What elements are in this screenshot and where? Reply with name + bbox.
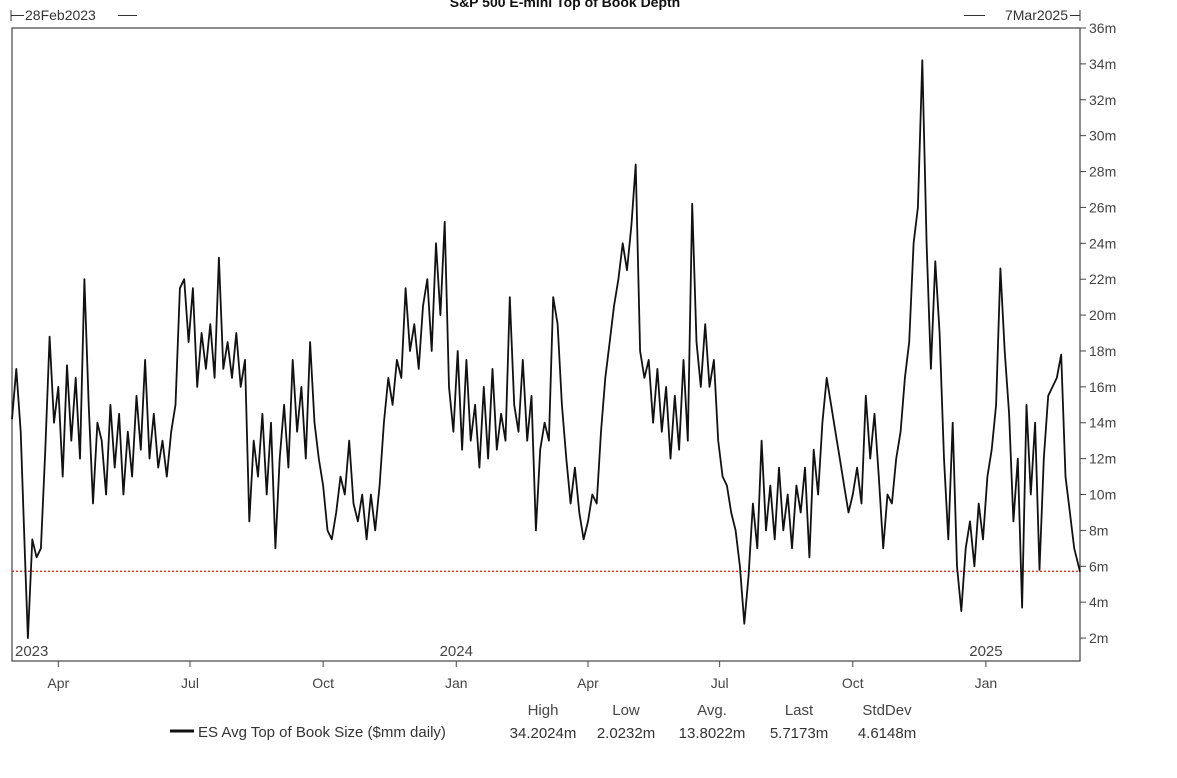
x-tick-label: Oct xyxy=(312,675,334,691)
y-tick-label: 6m xyxy=(1089,558,1108,574)
stat-value: 13.8022m xyxy=(679,725,746,742)
y-tick-label: 26m xyxy=(1089,199,1116,215)
y-tick-label: 30m xyxy=(1089,128,1116,144)
stat-header: High xyxy=(528,702,559,719)
stats-table: High 34.2024m Low 2.0232m Avg. 13.8022m Last 5.… xyxy=(510,702,917,742)
x-tick-label: Apr xyxy=(577,675,599,691)
x-tick-label: Apr xyxy=(47,675,69,691)
y-tick-label: 36m xyxy=(1089,20,1116,36)
y-tick-label: 24m xyxy=(1089,235,1116,251)
y-tick-label: 32m xyxy=(1089,92,1116,108)
range-end-marker: 7Mar2025 xyxy=(964,7,1081,23)
plot-area xyxy=(11,27,1081,662)
chart-title: S&P 500 E-mini Top of Book Depth xyxy=(450,0,681,10)
x-tick-label: Jul xyxy=(181,675,199,691)
y-tick-label: 22m xyxy=(1089,271,1116,287)
y-tick-label: 8m xyxy=(1089,522,1108,538)
stat-header: StdDev xyxy=(862,702,912,719)
stat-header: Last xyxy=(785,702,814,719)
stat-value: 5.7173m xyxy=(770,725,828,742)
x-tick-label: Jan xyxy=(975,675,998,691)
legend: ES Avg Top of Book Size ($mm daily) xyxy=(170,724,446,741)
year-label: 2025 xyxy=(969,643,1002,660)
y-tick-label: 12m xyxy=(1089,451,1116,467)
y-tick-label: 20m xyxy=(1089,307,1116,323)
y-tick-label: 28m xyxy=(1089,164,1116,180)
y-tick-label: 34m xyxy=(1089,56,1116,72)
year-label: 2024 xyxy=(440,643,473,660)
x-tick-label: Oct xyxy=(842,675,864,691)
range-start-label: 28Feb2023 xyxy=(25,7,96,23)
y-tick-label: 4m xyxy=(1089,594,1108,610)
y-tick-label: 2m xyxy=(1089,630,1108,646)
stat-value: 2.0232m xyxy=(597,725,655,742)
stat-value: 34.2024m xyxy=(510,725,577,742)
y-tick-label: 16m xyxy=(1089,379,1116,395)
series-line-0 xyxy=(11,59,1081,639)
legend-label: ES Avg Top of Book Size ($mm daily) xyxy=(198,724,446,741)
stat-header: Avg. xyxy=(697,702,727,719)
y-tick-label: 14m xyxy=(1089,415,1116,431)
x-tick-label: Jul xyxy=(711,675,729,691)
range-end-label: 7Mar2025 xyxy=(1005,7,1068,23)
y-tick-label: 18m xyxy=(1089,343,1116,359)
range-start-marker: 28Feb2023 xyxy=(10,7,137,23)
x-tick-label: Jan xyxy=(445,675,468,691)
stat-header: Low xyxy=(612,702,640,719)
stat-value: 4.6148m xyxy=(858,725,916,742)
y-tick-label: 10m xyxy=(1089,487,1116,503)
year-label: 2023 xyxy=(15,643,48,660)
